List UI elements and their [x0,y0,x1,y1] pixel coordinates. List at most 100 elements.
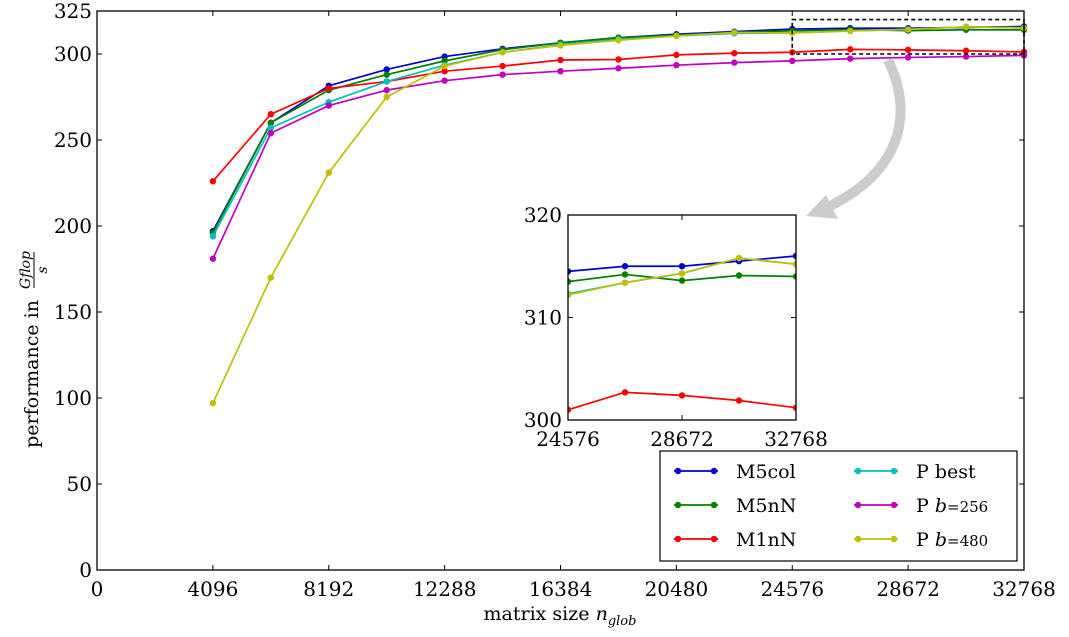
legend-frame [659,450,1018,562]
y-tick-label: 150 [54,300,92,324]
data-point [962,53,970,60]
inset-x-tick-label: 24576 [536,427,600,451]
svg-text:s: s [35,266,51,273]
inset-plot-area [568,215,796,420]
legend-label: M5nN [736,495,796,517]
inset-y-tick-label: 320 [524,203,562,227]
legend-swatch-marker [890,467,898,475]
data-point [962,23,970,31]
y-tick-label: 200 [54,214,92,238]
data-point [209,233,217,240]
legend-swatch-marker [854,535,862,543]
inset-data-point [735,272,743,279]
inset-data-point [568,406,572,413]
inset-series-line [568,257,796,296]
zoom-arrow [825,57,906,212]
data-point [383,71,390,78]
legend-swatch-marker [710,501,718,509]
data-point [846,55,854,62]
legend-item-p-b-480: P b=480 [854,529,988,551]
y-tick-label: 250 [54,128,92,152]
svg-text:Gflop: Gflop [18,251,34,289]
data-point [615,37,622,44]
inset-data-point [792,273,796,280]
legend-swatch-marker [890,501,898,509]
legend-label: P best [916,461,976,483]
legend-label: P b=480 [916,529,988,551]
data-point [209,255,217,262]
x-tick-label: 8192 [303,577,354,601]
data-point [731,49,738,57]
x-axis-label: matrix size nglob [484,603,637,629]
data-point [499,62,506,70]
y-tick-label: 300 [54,42,92,66]
x-tick-label: 32768 [992,577,1056,601]
data-point [557,56,564,64]
data-point [731,59,738,66]
legend-swatch-marker [674,535,682,543]
data-point [673,32,680,40]
data-point [383,78,390,85]
legend-swatch-marker [710,467,718,475]
data-point [383,93,390,101]
data-point [789,57,796,65]
data-point [267,129,275,137]
legend-label: M5col [736,461,796,483]
inset-series-p-b-480 [568,254,796,299]
inset-data-point [735,397,743,404]
data-point [267,119,275,127]
series-p-b-480 [209,23,1028,407]
data-point [441,68,448,75]
data-point [846,46,854,53]
data-point [383,86,390,94]
data-point [904,54,912,61]
x-tick-label: 16384 [529,577,593,601]
data-point [557,68,564,75]
series-m1nn [209,46,1028,185]
inset-data-point [735,254,743,262]
data-point [267,111,275,118]
inset-x-tick-label: 28672 [650,427,714,451]
legend-label: M1nN [736,529,796,551]
x-tick-label: 12288 [413,577,477,601]
data-point [904,46,912,54]
inset-series-m1nn [568,389,796,413]
inset-x-tick-label: 32768 [764,427,828,451]
inset-data-point [792,261,796,268]
legend-item-p-b-256: P b=256 [854,495,988,517]
data-point [267,274,275,281]
inset-data-point [621,263,629,270]
inset-data-point [678,270,686,277]
data-point [731,29,738,36]
data-point [325,169,332,176]
data-point [267,124,275,132]
inset-data-point [792,404,796,411]
inset-data-point [678,263,686,270]
y-tick-label: 325 [54,0,92,23]
y-tick-label: 50 [67,472,92,496]
data-point [615,65,622,72]
legend-item-m5col: M5col [674,461,796,483]
zoom-arrowhead [806,195,838,219]
inset-series-m5col [568,252,796,275]
legend-swatch-marker [674,501,682,509]
legend-item-m5nn: M5nN [674,495,796,517]
inset-series-line [568,391,796,411]
data-point [499,49,506,56]
y-tick-label: 0 [79,558,92,582]
inset-y-tick-label: 300 [524,408,562,432]
x-tick-label: 0 [91,577,104,601]
data-point [209,178,217,185]
data-point [325,102,332,109]
y-axis-label: performance in Gflop s [18,251,51,448]
data-point [209,399,217,407]
data-point [904,26,912,33]
data-point [846,27,854,35]
legend-label: P b=256 [916,495,988,517]
svg-text:performance in: performance in [21,300,43,448]
data-point [499,71,506,78]
x-tick-label: 20480 [645,577,709,601]
data-point [441,77,448,84]
inset-y-tick-label: 310 [524,306,562,330]
